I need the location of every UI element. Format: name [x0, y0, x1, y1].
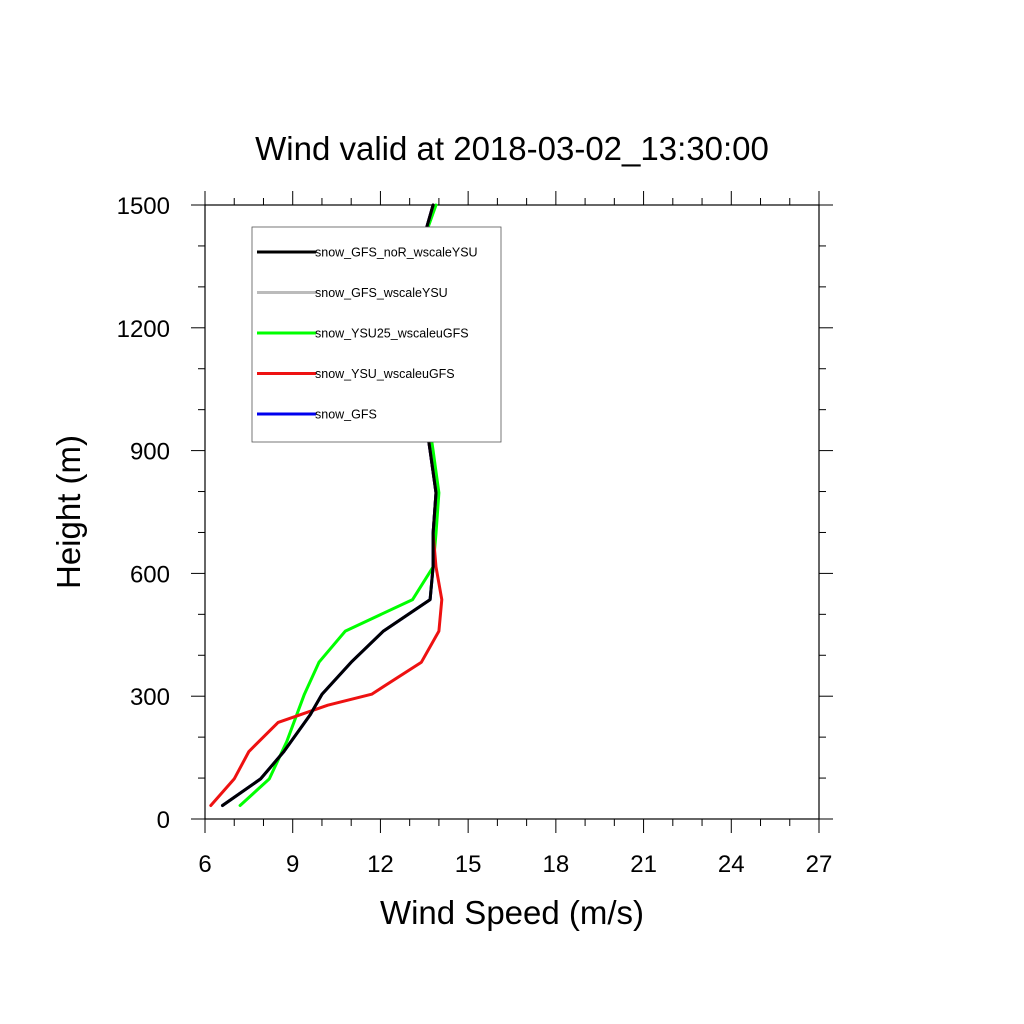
- x-axis-label: Wind Speed (m/s): [380, 894, 644, 931]
- legend-label: snow_YSU_wscaleuGFS: [315, 367, 455, 381]
- plot-frame: [204, 204, 820, 820]
- x-axis: 6 9 12 15 18 21 24 27: [198, 191, 832, 878]
- y-tick-label: 900: [130, 439, 170, 466]
- x-tick-label: 12: [367, 851, 394, 878]
- y-axis-label: Height (m): [50, 435, 87, 589]
- x-tick-label: 24: [718, 851, 745, 878]
- legend-label: snow_YSU25_wscaleuGFS: [315, 327, 469, 341]
- y-tick-label: 300: [130, 684, 170, 711]
- y-tick-label: 600: [130, 561, 170, 588]
- x-tick-label: 21: [630, 851, 657, 878]
- y-tick-label: 1200: [117, 316, 170, 343]
- x-tick-label: 18: [543, 851, 570, 878]
- y-tick-label: 1500: [117, 193, 170, 220]
- x-tick-label: 6: [198, 851, 211, 878]
- legend-label: snow_GFS_noR_wscaleYSU: [315, 246, 478, 260]
- legend: snow_GFS_noR_wscaleYSU snow_GFS_wscaleYSU…: [251, 226, 502, 443]
- x-tick-label: 9: [286, 851, 299, 878]
- x-tick-label: 15: [455, 851, 482, 878]
- y-axis: 0 300 600 900 1200 1500: [117, 193, 833, 834]
- x-tick-label: 27: [806, 851, 833, 878]
- y-tick-label: 0: [157, 807, 170, 834]
- legend-label: snow_GFS_wscaleYSU: [315, 286, 448, 300]
- chart-title: Wind valid at 2018-03-02_13:30:00: [255, 130, 769, 167]
- legend-label: snow_GFS: [315, 408, 377, 422]
